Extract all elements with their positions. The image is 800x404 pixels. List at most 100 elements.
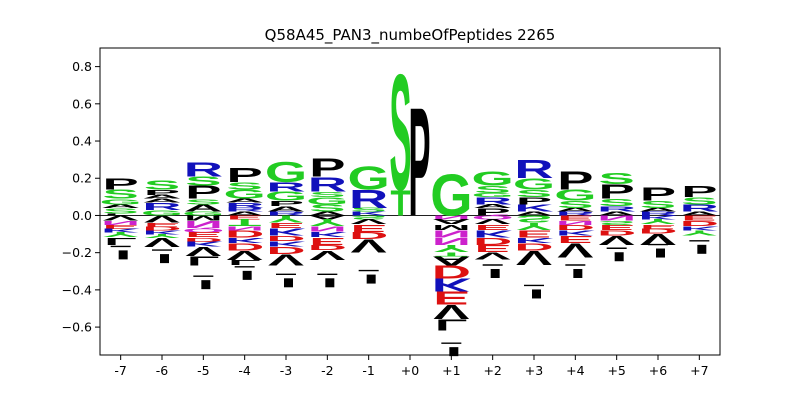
logo-letter-V: V	[227, 248, 264, 262]
logo-letter-glyph: A	[101, 203, 140, 209]
logo-letter-R: R	[597, 205, 636, 214]
logo-letter-glyph: N	[432, 235, 471, 246]
logo-letter-glyph: E	[227, 214, 263, 220]
logo-letter-G: G	[472, 192, 514, 198]
logo-letter-R: R	[225, 201, 264, 210]
logo-letter-Y: Y	[268, 213, 304, 224]
logo-letter-glyph: G	[265, 157, 307, 188]
logo-letter-glyph: A	[473, 203, 512, 209]
logo-letter-D: D	[225, 241, 264, 252]
logo-letter-glyph: S	[144, 178, 180, 192]
logo-letter-glyph: K	[514, 203, 553, 214]
logo-letter-P: P	[409, 76, 431, 249]
logo-letter-P: P	[185, 182, 221, 203]
logo-letter-R: R	[308, 173, 347, 196]
logo-letter-glyph: G	[265, 189, 307, 203]
logo-letter-S: S	[185, 174, 221, 188]
logo-letter-A: A	[142, 198, 181, 204]
logo-letter-G: G	[100, 197, 142, 206]
logo-letter-R: R	[225, 207, 264, 213]
logo-letter-glyph: E	[268, 221, 304, 230]
logo-letter-glyph: G	[472, 192, 514, 198]
logo-letter-E: E	[309, 235, 345, 246]
logo-letter-D: D	[473, 235, 512, 246]
logo-letter-glyph: K	[473, 228, 512, 239]
logo-letter-glyph: P	[309, 153, 345, 182]
logo-letter-glyph: G	[224, 187, 266, 201]
logo-letter-S: S	[390, 41, 412, 225]
y-tick-label: 0.8	[72, 59, 92, 74]
stack-end-marker	[284, 278, 293, 288]
logo-letter-glyph: P	[557, 166, 593, 195]
logo-letter-A: A	[680, 211, 719, 217]
logo-letter-G: G	[513, 176, 555, 193]
logo-letter-D: D	[597, 229, 636, 238]
logo-letter-glyph: K	[184, 240, 223, 249]
x-tick-label: +4	[566, 363, 584, 378]
logo-letter-glyph: A	[638, 207, 677, 213]
logo-letter-glyph: E	[599, 223, 635, 232]
logo-letter-glyph: P	[268, 199, 304, 208]
logo-letter-D: D	[142, 225, 181, 231]
logo-letter-glyph: R	[349, 185, 388, 214]
logo-letter-glyph: A	[225, 211, 264, 217]
logo-letter-glyph: R	[308, 173, 347, 196]
logo-letter-V: V	[103, 214, 139, 223]
logo-letter-glyph: T	[390, 184, 410, 224]
logo-letter-glyph: E	[557, 214, 593, 223]
logo-letter-glyph: D	[597, 229, 636, 238]
logo-letter-glyph: G	[182, 211, 224, 217]
logo-letter-glyph: V	[351, 217, 387, 226]
logo-letter-glyph: P	[409, 76, 431, 249]
logo-letter-E: E	[475, 223, 511, 232]
logo-letter-glyph: P	[227, 163, 263, 186]
axes: −0.6 −0.4 −0.2 0.0 0.2 0.4 0.6 0.8 -7 -6 -5 -4 -3 -2 -…	[62, 59, 720, 378]
logo-letter-glyph: D	[638, 227, 677, 236]
logo-letter-glyph: G	[472, 167, 514, 190]
logo-letter-glyph: D	[184, 237, 223, 243]
logo-letter-glyph: S	[557, 199, 593, 210]
logo-letter-glyph: A	[142, 198, 181, 204]
logo-letter-glyph: N	[556, 220, 595, 226]
logo-letter-D: D	[308, 243, 347, 252]
logo-letter-glyph: E	[475, 223, 511, 232]
logo-letter-glyph: V	[351, 236, 387, 257]
logo-letter-S: S	[516, 188, 552, 199]
logo-letter-glyph: Y	[516, 221, 552, 232]
x-tick-label: -6	[156, 363, 169, 378]
logo-letter-glyph: R	[556, 211, 595, 217]
y-tick-label: 0.2	[72, 171, 92, 186]
logo-letter-N: N	[556, 220, 595, 226]
logo-letter-E: E	[475, 243, 511, 254]
plot-border	[99, 47, 721, 356]
logo-letter-glyph: N	[184, 219, 223, 230]
logo-letter-glyph: N	[432, 214, 471, 220]
logo-letter-glyph: A	[432, 253, 471, 267]
stack-end-marker	[697, 244, 707, 254]
logo-letter-glyph: G	[554, 187, 596, 204]
stack-end-marker	[325, 278, 335, 288]
logo-letter-L: L	[228, 258, 261, 267]
logo-letter-glyph: D	[514, 241, 553, 252]
logo-letter-glyph: D	[349, 230, 388, 241]
logo-letter-glyph: D	[225, 228, 264, 239]
logo-letter-P: P	[640, 184, 676, 205]
logo-letter-glyph: E	[351, 222, 387, 233]
logo-letter-glyph: G	[306, 195, 348, 206]
logo-letter-E: E	[681, 214, 717, 223]
logo-letter-E: E	[144, 222, 180, 228]
logo-letter-glyph: P	[185, 182, 221, 203]
logo-letter-glyph: N	[432, 228, 471, 239]
x-tick-label: -5	[197, 363, 209, 378]
logo-letter-glyph: L	[228, 258, 261, 267]
logo-letter-K: K	[184, 240, 223, 249]
logo-letter-glyph: S	[103, 187, 139, 201]
logo-letter-N: N	[432, 235, 471, 246]
logo-letter-glyph: S	[599, 170, 635, 187]
logo-letter-glyph: Y	[681, 229, 717, 238]
stack-end-marker	[573, 268, 583, 278]
x-tick-label: -2	[321, 363, 333, 378]
logo-letter-glyph: V	[516, 246, 553, 269]
logo-letter-glyph: A	[680, 211, 719, 217]
logo-letter-S: S	[144, 178, 180, 192]
